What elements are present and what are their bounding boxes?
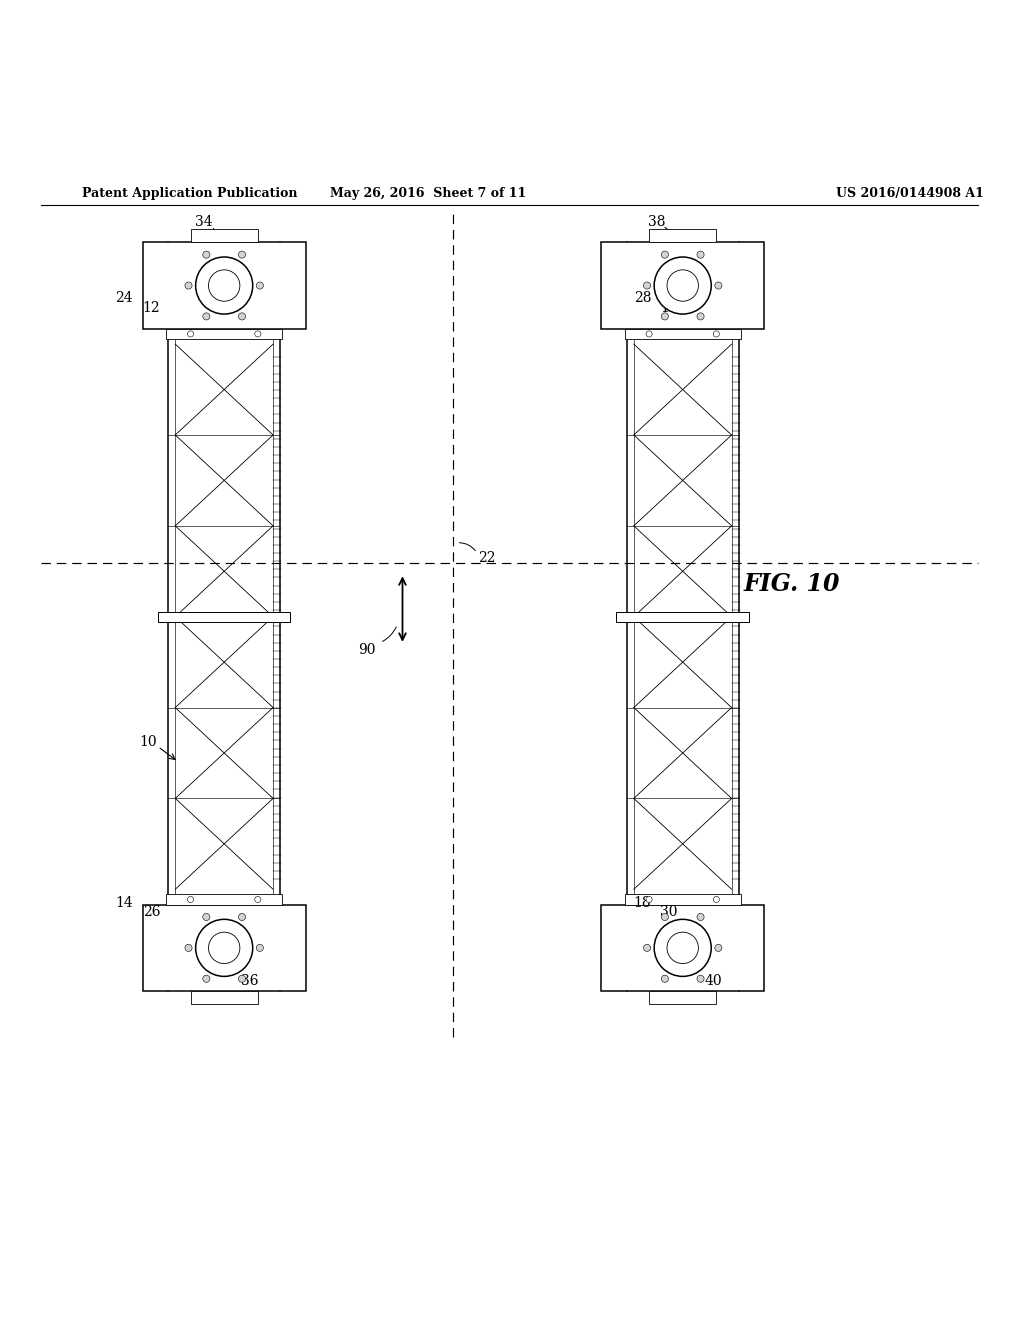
Text: 40: 40 bbox=[705, 974, 722, 987]
Circle shape bbox=[187, 896, 194, 903]
Text: 36: 36 bbox=[241, 974, 258, 987]
Bar bbox=[625, 895, 740, 904]
Bar bbox=[166, 895, 283, 904]
Circle shape bbox=[643, 282, 650, 289]
Circle shape bbox=[209, 932, 240, 964]
Circle shape bbox=[697, 975, 705, 982]
Bar bbox=[649, 991, 717, 1005]
Circle shape bbox=[662, 251, 669, 259]
Bar bbox=[166, 329, 283, 339]
Circle shape bbox=[662, 913, 669, 920]
Circle shape bbox=[239, 313, 246, 319]
Bar bbox=[625, 329, 740, 339]
Bar bbox=[142, 243, 306, 329]
Circle shape bbox=[255, 331, 261, 337]
FancyArrowPatch shape bbox=[213, 228, 221, 236]
Circle shape bbox=[255, 896, 261, 903]
Text: May 26, 2016  Sheet 7 of 11: May 26, 2016 Sheet 7 of 11 bbox=[330, 187, 526, 199]
Text: 10: 10 bbox=[139, 734, 157, 748]
Circle shape bbox=[185, 282, 193, 289]
Circle shape bbox=[662, 975, 669, 982]
Bar bbox=[190, 228, 258, 243]
FancyArrowPatch shape bbox=[697, 962, 707, 973]
Circle shape bbox=[697, 913, 705, 920]
Bar bbox=[649, 228, 717, 243]
Circle shape bbox=[714, 331, 720, 337]
Text: 22: 22 bbox=[478, 552, 496, 565]
Circle shape bbox=[646, 896, 652, 903]
Text: 90: 90 bbox=[358, 643, 376, 657]
Circle shape bbox=[185, 944, 193, 952]
Text: 34: 34 bbox=[195, 215, 213, 228]
FancyArrowPatch shape bbox=[383, 627, 396, 642]
Bar bbox=[616, 611, 749, 622]
Text: 30: 30 bbox=[660, 904, 678, 919]
Circle shape bbox=[667, 269, 698, 301]
Circle shape bbox=[697, 251, 705, 259]
Circle shape bbox=[196, 919, 253, 977]
Circle shape bbox=[256, 944, 263, 952]
Text: 26: 26 bbox=[142, 904, 160, 919]
Circle shape bbox=[239, 251, 246, 259]
Circle shape bbox=[654, 257, 712, 314]
Circle shape bbox=[256, 282, 263, 289]
Circle shape bbox=[209, 269, 240, 301]
Circle shape bbox=[203, 251, 210, 259]
Circle shape bbox=[239, 975, 246, 982]
Text: 38: 38 bbox=[648, 215, 666, 228]
Circle shape bbox=[187, 331, 194, 337]
Circle shape bbox=[203, 313, 210, 319]
FancyArrowPatch shape bbox=[246, 962, 257, 973]
Circle shape bbox=[715, 282, 722, 289]
Circle shape bbox=[714, 896, 720, 903]
Circle shape bbox=[239, 913, 246, 920]
Circle shape bbox=[646, 331, 652, 337]
Bar bbox=[142, 904, 306, 991]
Bar bbox=[158, 611, 291, 622]
Text: US 2016/0144908 A1: US 2016/0144908 A1 bbox=[836, 187, 983, 199]
Bar bbox=[601, 243, 764, 329]
Bar bbox=[190, 991, 258, 1005]
Text: 14: 14 bbox=[115, 895, 133, 909]
Text: 12: 12 bbox=[142, 301, 161, 315]
Text: 16: 16 bbox=[660, 301, 678, 315]
Text: 28: 28 bbox=[634, 292, 651, 305]
Circle shape bbox=[643, 944, 650, 952]
Circle shape bbox=[715, 944, 722, 952]
Circle shape bbox=[196, 257, 253, 314]
Text: 24: 24 bbox=[115, 292, 133, 305]
Circle shape bbox=[662, 313, 669, 319]
Circle shape bbox=[667, 932, 698, 964]
Circle shape bbox=[203, 913, 210, 920]
Text: FIG. 10: FIG. 10 bbox=[743, 572, 841, 595]
Bar bbox=[601, 904, 764, 991]
Text: Patent Application Publication: Patent Application Publication bbox=[82, 187, 297, 199]
Circle shape bbox=[654, 919, 712, 977]
FancyArrowPatch shape bbox=[665, 227, 672, 235]
FancyArrowPatch shape bbox=[460, 543, 475, 550]
Circle shape bbox=[203, 975, 210, 982]
Text: 18: 18 bbox=[634, 895, 651, 909]
Circle shape bbox=[697, 313, 705, 319]
